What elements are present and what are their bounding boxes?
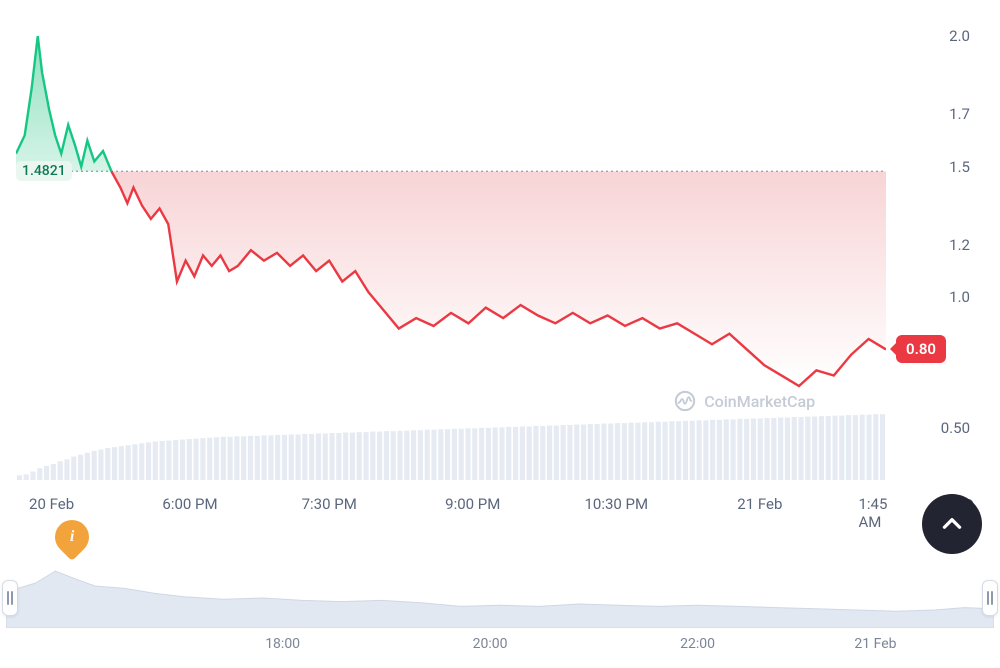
y-tick-label: 0.50: [941, 419, 970, 437]
y-tick-label: 2.0: [949, 27, 970, 45]
watermark-text: CoinMarketCap: [704, 392, 815, 411]
area-below-ref: [111, 171, 886, 386]
x-tick-label: 21 Feb: [737, 495, 782, 513]
overview-scrubber[interactable]: [6, 568, 994, 628]
overview-x-axis: 18:00 20:00 22:00 21 Feb: [6, 636, 994, 658]
coinmarketcap-logo-icon: [674, 390, 696, 412]
reference-value-label: 1.4821: [16, 161, 72, 181]
x-tick-label: 10:30 PM: [584, 495, 648, 513]
chevron-up-icon: [939, 511, 965, 537]
overview-chart: [6, 568, 994, 628]
y-tick-label: 1.7: [949, 105, 970, 123]
x-tick-label: 6:00 PM: [162, 495, 217, 513]
y-tick-label: 1.5: [949, 158, 970, 176]
overview-x-tick-label: 21 Feb: [854, 636, 896, 652]
x-axis: 20 Feb 6:00 PM 7:30 PM 9:00 PM 10:30 PM 21 Fe…: [16, 495, 886, 519]
volume-bars: [17, 414, 885, 480]
y-tick-label: 1.0: [949, 288, 970, 306]
overview-x-tick-label: 22:00: [680, 636, 715, 652]
x-tick-label: 9:00 PM: [445, 495, 500, 513]
info-icon: i: [69, 528, 73, 546]
y-axis: 2.0 1.7 1.5 1.2 1.0 0.50: [904, 10, 1000, 480]
info-marker[interactable]: i: [55, 520, 89, 560]
overview-x-tick-label: 18:00: [265, 636, 300, 652]
scroll-to-top-button[interactable]: [922, 494, 982, 554]
watermark: CoinMarketCap: [674, 390, 904, 412]
overview-area: [6, 571, 994, 628]
y-tick-label: 1.2: [949, 236, 970, 254]
overview-handle-left[interactable]: [2, 580, 18, 616]
overview-handle-right[interactable]: [982, 580, 998, 616]
reference-value-text: 1.4821: [22, 163, 66, 179]
x-tick-label: 20 Feb: [29, 495, 74, 513]
info-marker-bubble: i: [48, 513, 96, 561]
x-tick-label: 1:45 AM: [858, 495, 887, 531]
overview-x-tick-label: 20:00: [473, 636, 508, 652]
x-tick-label: 7:30 PM: [302, 495, 357, 513]
